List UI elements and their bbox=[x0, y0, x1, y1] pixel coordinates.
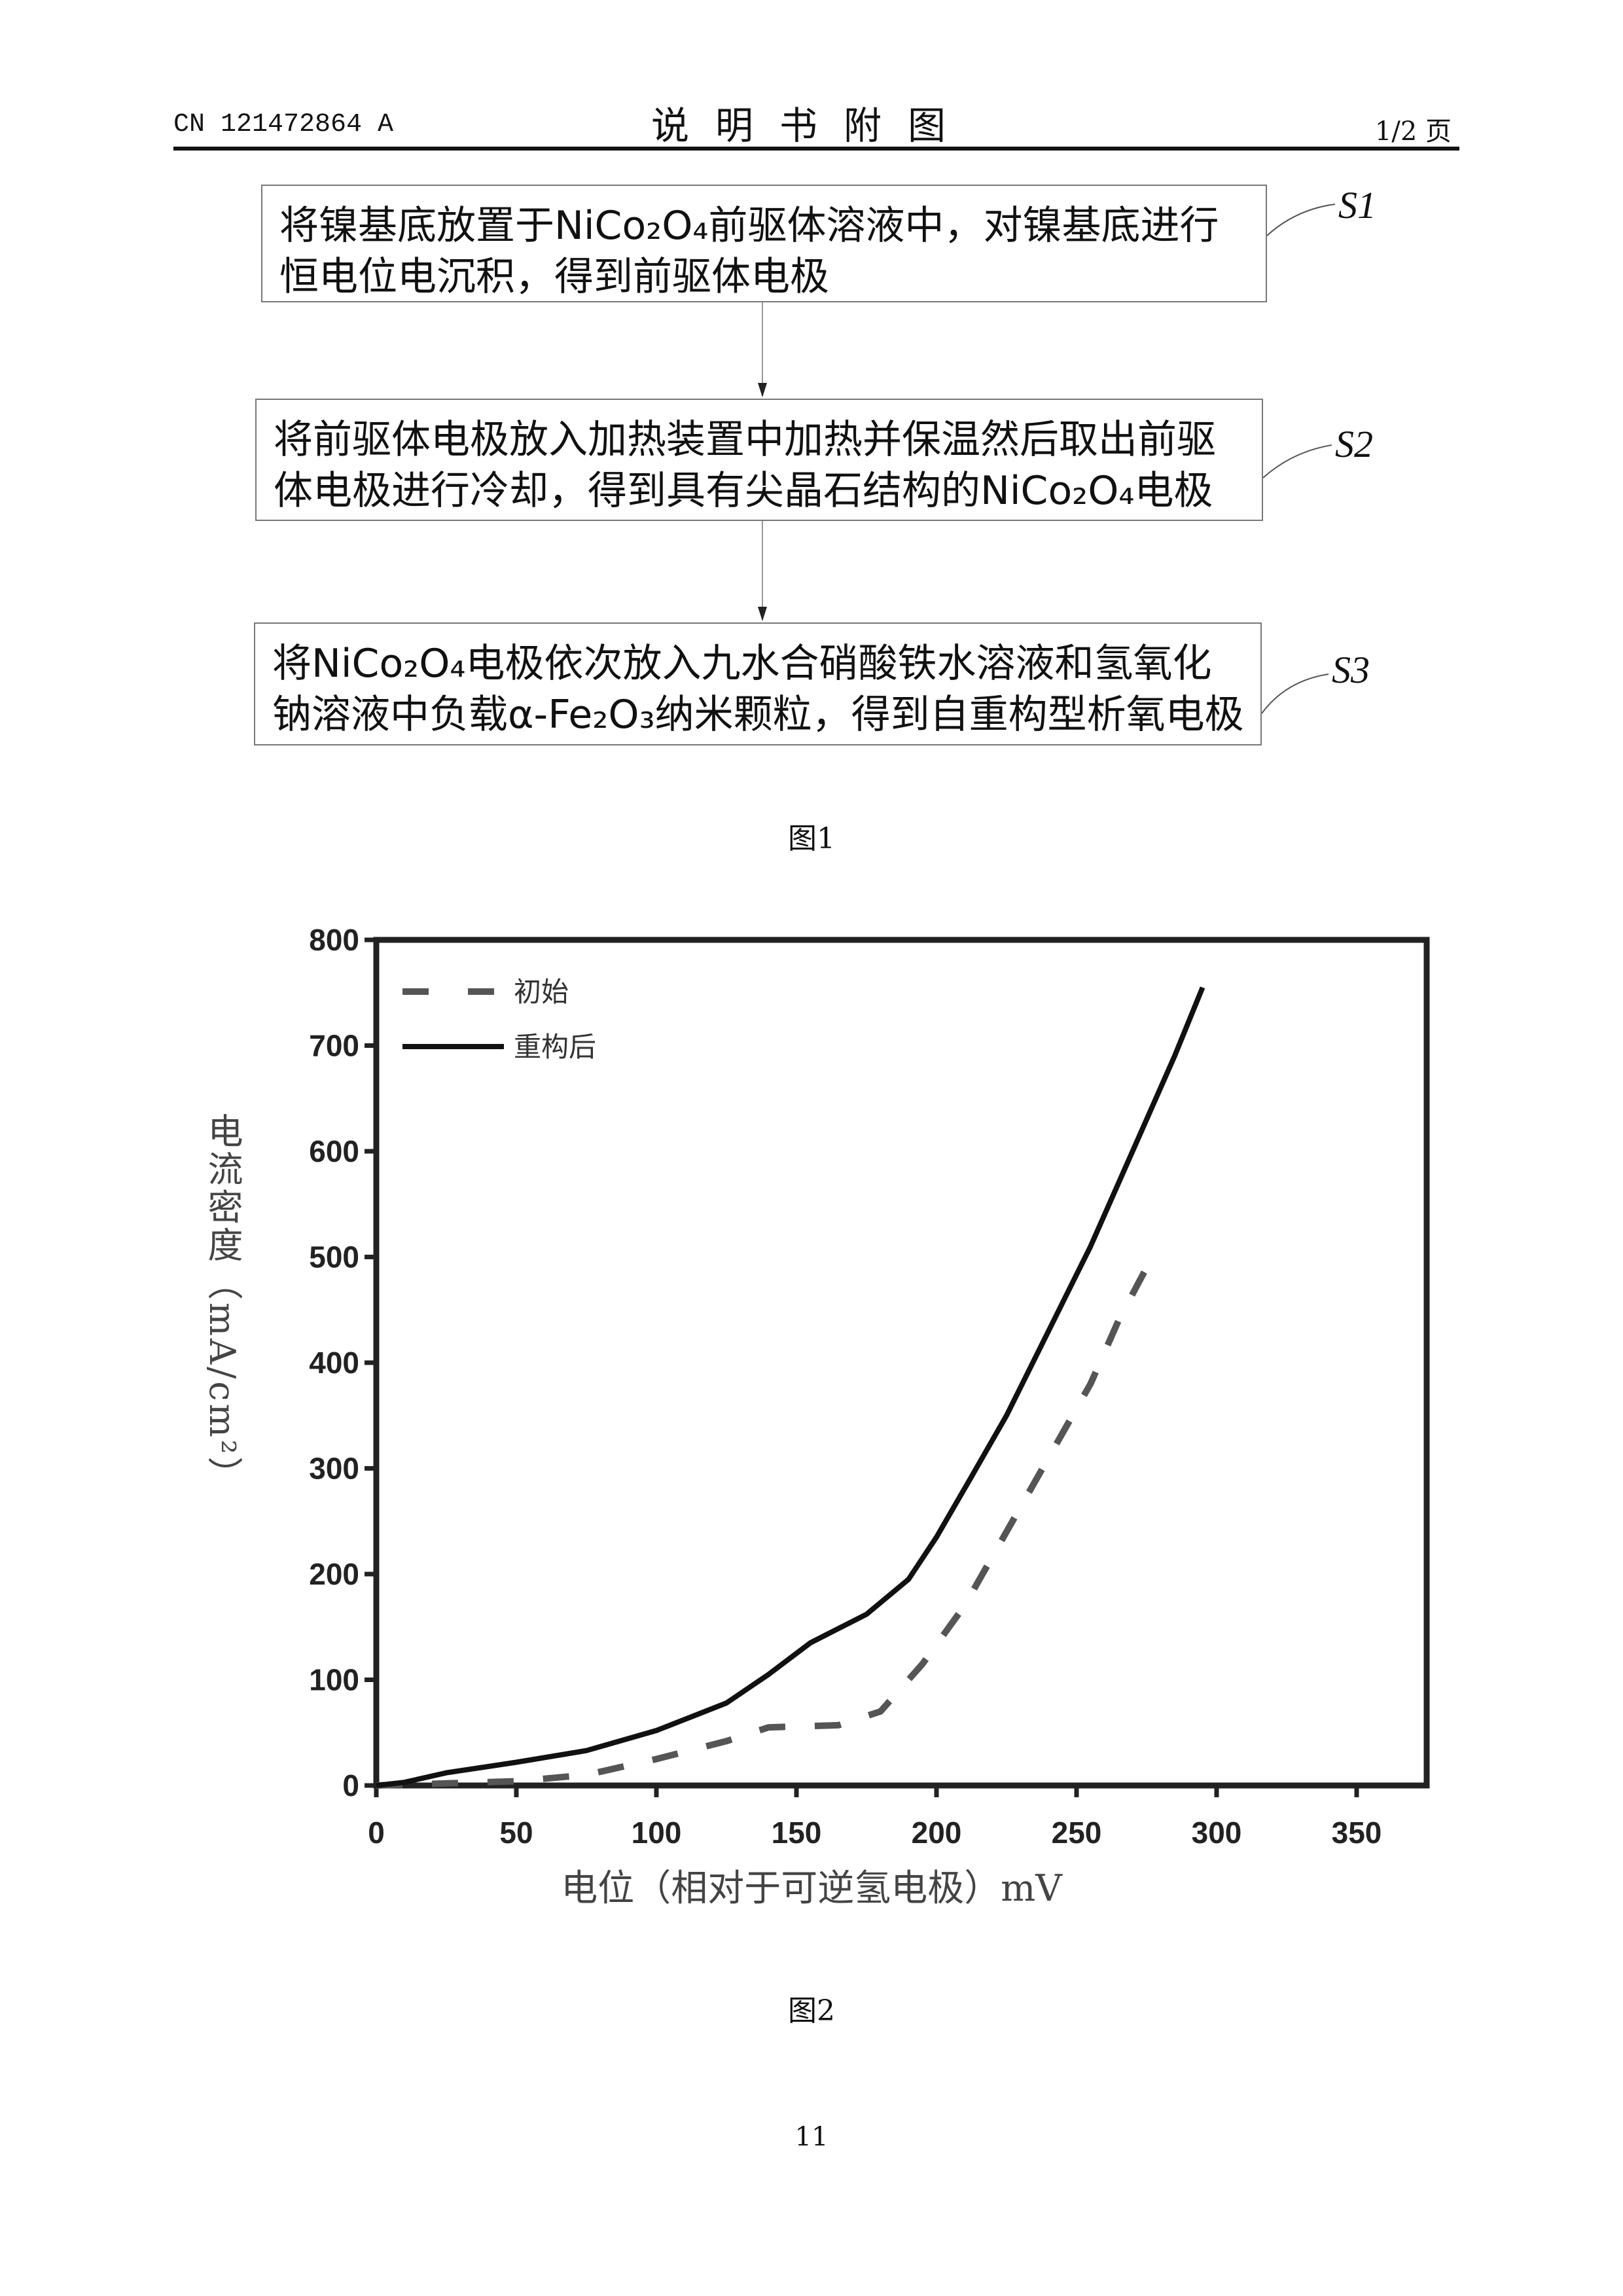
x-tick-label: 350 bbox=[1332, 1816, 1382, 1850]
step-text-line: 钠溶液中负载α-Fe₂O₃纳米颗粒，得到自重构型析氧电极 bbox=[272, 689, 1243, 740]
step-label-s1: S1 bbox=[1338, 183, 1376, 227]
leader-s2 bbox=[1263, 445, 1332, 478]
step-text-line: 体电极进行冷却，得到具有尖晶石结构的NiCo₂O₄电极 bbox=[274, 465, 1245, 516]
x-tick-label: 100 bbox=[632, 1816, 682, 1850]
plot-frame bbox=[376, 940, 1427, 1785]
x-axis-label: 电位（相对于可逆氢电极）mV bbox=[0, 1859, 1623, 1912]
step-box-s3: 将NiCo₂O₄电极依次放入九水合硝酸铁水溶液和氢氧化 钠溶液中负载α-Fe₂O… bbox=[254, 622, 1262, 745]
step-label-s2: S2 bbox=[1335, 422, 1373, 466]
figure1-caption: 图1 bbox=[0, 815, 1623, 857]
legend-label: 重构后 bbox=[514, 1031, 596, 1063]
step-box-s1: 将镍基底放置于NiCo₂O₄前驱体溶液中，对镍基底进行 恒电位电沉积，得到前驱体… bbox=[261, 185, 1267, 302]
y-tick-label: 100 bbox=[309, 1663, 359, 1697]
y-tick-label: 800 bbox=[309, 923, 359, 957]
x-tick-label: 0 bbox=[368, 1816, 385, 1850]
step-text-line: 将NiCo₂O₄电极依次放入九水合硝酸铁水溶液和氢氧化 bbox=[272, 638, 1243, 689]
page-number: 11 bbox=[0, 2122, 1623, 2152]
x-tick-label: 50 bbox=[499, 1816, 533, 1850]
leader-s1 bbox=[1267, 204, 1335, 236]
figure2-caption: 图2 bbox=[0, 1987, 1623, 2029]
y-tick-label: 500 bbox=[309, 1240, 359, 1274]
arrowhead-icon bbox=[758, 607, 767, 621]
y-axis-label: 电流密度（mA/cm²） bbox=[196, 1113, 248, 1495]
x-tick-label: 200 bbox=[912, 1816, 962, 1850]
series-line-initial bbox=[376, 1268, 1147, 1785]
series-line-reconstructed bbox=[376, 988, 1203, 1785]
y-tick-label: 400 bbox=[309, 1346, 359, 1380]
step-text-line: 将前驱体电极放入加热装置中加热并保温然后取出前驱 bbox=[274, 414, 1245, 465]
x-tick-label: 300 bbox=[1192, 1816, 1242, 1850]
step-box-s2: 将前驱体电极放入加热装置中加热并保温然后取出前驱 体电极进行冷却，得到具有尖晶石… bbox=[255, 399, 1263, 521]
y-tick-label: 600 bbox=[309, 1134, 359, 1168]
y-tick-label: 300 bbox=[309, 1452, 359, 1486]
step-leaders bbox=[1262, 204, 1335, 713]
y-tick-label: 700 bbox=[309, 1029, 359, 1063]
y-tick-label: 0 bbox=[342, 1768, 359, 1803]
leader-s3 bbox=[1262, 674, 1329, 713]
x-tick-label: 150 bbox=[772, 1816, 822, 1850]
y-tick-label: 200 bbox=[309, 1557, 359, 1591]
x-tick-label: 250 bbox=[1052, 1816, 1102, 1850]
patent-drawing-page: CN 121472864 A 说明书附图 1/2 页 0501001502002… bbox=[0, 0, 1623, 2296]
step-text-line: 将镍基底放置于NiCo₂O₄前驱体溶液中，对镍基底进行 bbox=[279, 200, 1249, 251]
chart-figure2: 0 50 100 150 200 250 300 350 0 100 200 300 400 500 600… bbox=[309, 923, 1427, 1850]
step-label-s3: S3 bbox=[1332, 648, 1370, 692]
arrowhead-icon bbox=[758, 383, 767, 397]
legend-label: 初始 bbox=[514, 976, 569, 1008]
step-text-line: 恒电位电沉积，得到前驱体电极 bbox=[279, 251, 1249, 302]
